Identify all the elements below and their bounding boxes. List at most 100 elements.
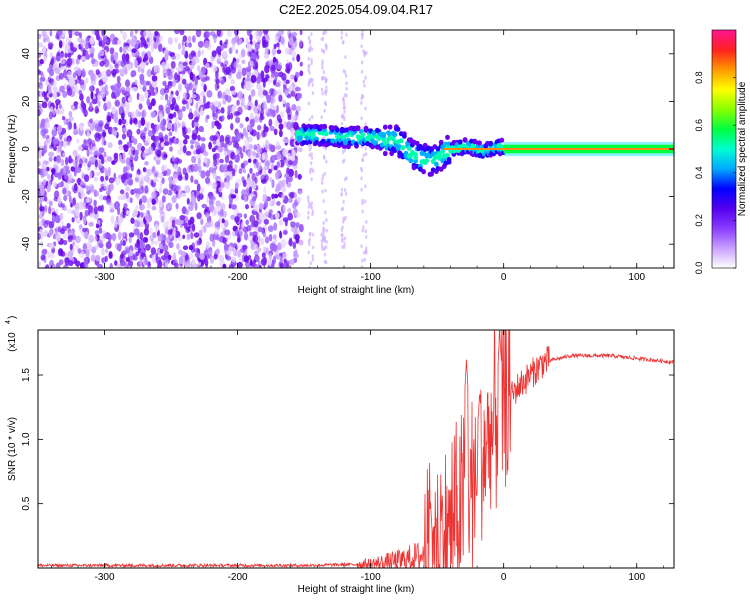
- colorbar-gradient: [712, 30, 736, 268]
- spectrogram-cell: [237, 91, 243, 100]
- spectrogram-cell: [257, 104, 262, 111]
- spectrogram-cell: [234, 182, 239, 191]
- spectrogram-cell: [75, 219, 81, 224]
- spectrogram-cell: [142, 167, 147, 173]
- spectrogram-cell: [68, 121, 73, 130]
- spectrogram-cell: [171, 230, 177, 237]
- spectrogram-cell: [239, 123, 244, 129]
- spectrogram-cell: [340, 192, 343, 197]
- spectrogram-cell: [151, 98, 156, 107]
- spectrogram-cell: [214, 229, 220, 235]
- spectrogram-cell: [166, 99, 171, 106]
- spectrogram-cell: [245, 219, 249, 225]
- spectrogram-cell: [61, 203, 66, 208]
- spectrogram-cell: [230, 151, 236, 160]
- spectrogram-cell: [86, 96, 91, 104]
- spectrogram-cell: [84, 174, 90, 183]
- spectrogram-cell: [268, 168, 272, 174]
- spectrogram-cell: [60, 158, 65, 167]
- spectrogram-cell: [100, 175, 105, 182]
- spectrogram-cell: [361, 228, 365, 233]
- spectrogram-cell: [237, 69, 242, 77]
- spectrogram-cell: [68, 75, 75, 85]
- spectrogram-cell: [193, 116, 199, 123]
- spectrogram-cell: [98, 120, 104, 127]
- spectrogram-cell: [163, 153, 168, 159]
- spectrogram-cell: [89, 36, 95, 45]
- spectrogram-cell: [38, 261, 42, 267]
- spectrogram-cell: [188, 42, 192, 48]
- spectrogram-cell: [279, 129, 283, 138]
- spectrogram-cell: [122, 166, 128, 175]
- spectrogram-cell: [307, 250, 310, 255]
- spectrogram-cell: [134, 59, 138, 69]
- spectrogram-cell: [310, 77, 313, 82]
- spectrogram-cell: [125, 45, 130, 53]
- spectrogram-cell: [335, 127, 340, 133]
- spectrogram-cell: [462, 137, 468, 143]
- spectrogram-cell: [205, 221, 212, 228]
- spectrogram-cell: [297, 190, 303, 195]
- spectrogram-cell: [86, 190, 91, 195]
- spectrogram-cell: [175, 90, 179, 97]
- spectrogram-cell: [253, 116, 259, 123]
- spectrogram-cell: [51, 214, 56, 224]
- spectrogram-cell: [247, 50, 252, 57]
- spectrogram-cell: [320, 243, 324, 248]
- spectrogram-cell: [251, 52, 257, 60]
- spectrogram-cell: [290, 227, 297, 233]
- spectrogram-cell: [197, 157, 201, 166]
- spectrogram-cell: [85, 185, 90, 191]
- spectrogram-cell: [276, 64, 282, 70]
- spectrogram-cell: [66, 208, 72, 214]
- spectrogram-cell: [307, 64, 310, 69]
- spectrogram-cell: [138, 187, 145, 195]
- spectrogram-cell: [243, 180, 247, 187]
- spectrogram-cell: [178, 249, 183, 255]
- spectrogram-cell: [221, 218, 225, 224]
- spectrogram-cell: [325, 218, 328, 222]
- spectrogram-cell: [147, 130, 153, 137]
- spectrogram-cell: [200, 127, 204, 133]
- spectrogram-cell: [321, 235, 325, 240]
- spectrogram-cell: [167, 80, 173, 87]
- spectrogram-cell: [121, 127, 127, 133]
- spectrogram-cell: [341, 233, 344, 237]
- spectrogram-cell: [44, 122, 51, 129]
- spectrogram-cell: [66, 52, 72, 58]
- spectrogram-cell: [145, 243, 151, 251]
- spectrogram-cell: [240, 152, 244, 159]
- spectrogram-cell: [167, 37, 173, 45]
- spectrogram-cell: [94, 150, 99, 156]
- spectrogram-cell: [88, 160, 92, 167]
- spectrogram-cell: [48, 151, 55, 157]
- spectrogram-cell: [249, 214, 256, 223]
- spectrogram-cell: [82, 49, 89, 56]
- spectrogram-cell: [213, 209, 217, 215]
- spectrogram-cell: [111, 39, 115, 45]
- spectrogram-cell: [103, 151, 107, 157]
- spectrogram-cell: [281, 72, 287, 81]
- spectrogram-cell: [271, 243, 277, 252]
- spectrogram-cell: [173, 111, 177, 118]
- spectrogram-cell: [249, 33, 253, 42]
- spectrogram-cell: [72, 159, 78, 167]
- spectrogram-cell: [51, 207, 56, 213]
- spectrogram-cell: [54, 214, 61, 224]
- spectrogram-cell: [298, 239, 304, 246]
- spectrogram-cell: [360, 176, 363, 181]
- spectrogram-cell: [56, 125, 63, 134]
- spectrogram-cell: [230, 79, 235, 85]
- spectrogram-cell: [295, 86, 301, 92]
- spectrogram-cell: [38, 161, 41, 167]
- spectrogram-cell: [295, 71, 300, 78]
- spectrogram-cell: [205, 241, 211, 249]
- snr-xtick-label: 0: [501, 572, 507, 583]
- spectrogram-cell: [249, 231, 253, 237]
- colorbar: 0.0 0.2 0.4 0.6 0.8 Normalized spectral ampl…: [694, 29, 748, 274]
- spectrogram-cell: [294, 40, 298, 48]
- spectrogram-cell: [236, 250, 242, 258]
- spectrogram-cell: [59, 212, 64, 221]
- spectrogram-cell: [239, 38, 243, 45]
- colorbar-tick-label: 0.2: [694, 214, 704, 227]
